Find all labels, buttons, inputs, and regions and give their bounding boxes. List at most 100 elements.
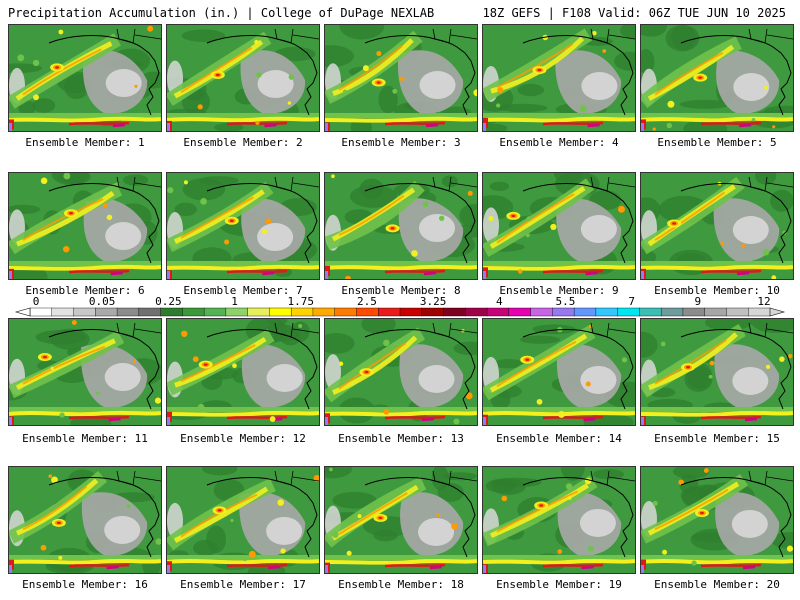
colorbar-swatch xyxy=(73,307,96,317)
map-panel-member-17 xyxy=(166,466,320,574)
panel-label: Ensemble Member: 20 xyxy=(654,578,780,591)
map-panel-member-8 xyxy=(324,172,478,280)
panel-label: Ensemble Member: 10 xyxy=(654,284,780,297)
panel-label: Ensemble Member: 5 xyxy=(657,136,777,149)
colorbar-tick-label: 0 xyxy=(33,296,40,308)
colorbar: 0 0.05 0.25 1 1.75 2.5 3.25 4 5.5 7 9 12 xyxy=(14,296,786,317)
precip-map xyxy=(483,25,635,131)
precip-map xyxy=(167,173,319,279)
colorbar-left-arrow xyxy=(14,307,31,317)
colorbar-tick-label: 3.25 xyxy=(420,296,447,308)
colorbar-swatch xyxy=(225,307,249,317)
precip-map xyxy=(167,25,319,131)
map-panel-member-12 xyxy=(166,318,320,426)
colorbar-swatch xyxy=(748,307,771,317)
map-panel-member-15 xyxy=(640,318,794,426)
panel-label: Ensemble Member: 6 xyxy=(25,284,145,297)
precip-map xyxy=(483,173,635,279)
colorbar-tick-label: 0.05 xyxy=(89,296,116,308)
colorbar-swatch xyxy=(138,307,162,317)
precip-map xyxy=(9,319,161,425)
colorbar-swatch xyxy=(334,307,357,317)
map-panel-member-16 xyxy=(8,466,162,574)
panel-label: Ensemble Member: 9 xyxy=(499,284,619,297)
map-panel-member-6 xyxy=(8,172,162,280)
precip-map xyxy=(167,319,319,425)
colorbar-swatch xyxy=(95,307,118,317)
panel-label: Ensemble Member: 8 xyxy=(341,284,461,297)
precip-map xyxy=(641,173,793,279)
colorbar-tick-label: 5.5 xyxy=(556,296,576,308)
panel-label: Ensemble Member: 18 xyxy=(338,578,464,591)
precip-map xyxy=(9,173,161,279)
map-panel-member-7 xyxy=(166,172,320,280)
colorbar-swatch xyxy=(595,307,619,317)
colorbar-tick-label: 1 xyxy=(231,296,238,308)
precip-map xyxy=(9,467,161,573)
colorbar-swatch xyxy=(182,307,205,317)
header-right-title: 18Z GEFS | F108 Valid: 06Z TUE JUN 10 20… xyxy=(482,6,786,20)
colorbar-swatch xyxy=(726,307,749,317)
colorbar-swatch xyxy=(508,307,532,317)
colorbar-swatch xyxy=(51,307,75,317)
colorbar-tick-label: 4 xyxy=(496,296,503,308)
panel-label: Ensemble Member: 1 xyxy=(25,136,145,149)
map-panel-member-9 xyxy=(482,172,636,280)
colorbar-swatch xyxy=(312,307,336,317)
precip-map xyxy=(483,467,635,573)
colorbar-swatch xyxy=(682,307,706,317)
map-panel-member-1 xyxy=(8,24,162,132)
header-left-title: Precipitation Accumulation (in.) | Colle… xyxy=(8,6,435,20)
map-panel-member-19 xyxy=(482,466,636,574)
precip-map xyxy=(325,467,477,573)
panel-label: Ensemble Member: 2 xyxy=(183,136,303,149)
panel-label: Ensemble Member: 7 xyxy=(183,284,303,297)
map-panel-member-5 xyxy=(640,24,794,132)
colorbar-tick-label: 7 xyxy=(628,296,635,308)
map-panel-member-14 xyxy=(482,318,636,426)
map-panel-member-20 xyxy=(640,466,794,574)
precip-map xyxy=(641,25,793,131)
colorbar-tick-label: 2.5 xyxy=(357,296,377,308)
panel-label: Ensemble Member: 15 xyxy=(654,432,780,445)
colorbar-tick-label: 9 xyxy=(695,296,702,308)
map-panel-member-13 xyxy=(324,318,478,426)
precip-map xyxy=(483,319,635,425)
precip-map xyxy=(325,25,477,131)
colorbar-swatch xyxy=(639,307,662,317)
colorbar-tick-label: 1.75 xyxy=(287,296,314,308)
panel-label: Ensemble Member: 17 xyxy=(180,578,306,591)
colorbar-tick-label: 0.25 xyxy=(155,296,182,308)
colorbar-swatch xyxy=(486,307,510,317)
precip-map xyxy=(641,319,793,425)
colorbar-swatch xyxy=(552,307,575,317)
colorbar-swatch xyxy=(465,307,488,317)
map-panel-member-3 xyxy=(324,24,478,132)
panel-label: Ensemble Member: 11 xyxy=(22,432,148,445)
panel-label: Ensemble Member: 14 xyxy=(496,432,622,445)
panel-label: Ensemble Member: 19 xyxy=(496,578,622,591)
map-panel-member-10 xyxy=(640,172,794,280)
colorbar-swatch xyxy=(290,307,314,317)
panel-label: Ensemble Member: 13 xyxy=(338,432,464,445)
colorbar-tick-label: 12 xyxy=(757,296,770,308)
colorbar-swatch xyxy=(203,307,227,317)
map-panel-member-18 xyxy=(324,466,478,574)
colorbar-swatch xyxy=(269,307,292,317)
precip-map xyxy=(641,467,793,573)
colorbar-swatch xyxy=(443,307,466,317)
colorbar-swatch xyxy=(29,307,53,317)
colorbar-swatch xyxy=(116,307,140,317)
colorbar-swatch xyxy=(530,307,553,317)
colorbar-swatch xyxy=(421,307,445,317)
precip-map xyxy=(9,25,161,131)
map-panel-member-4 xyxy=(482,24,636,132)
colorbar-swatch xyxy=(617,307,640,317)
panel-label: Ensemble Member: 3 xyxy=(341,136,461,149)
colorbar-swatch xyxy=(247,307,270,317)
precip-map xyxy=(325,319,477,425)
colorbar-swatch xyxy=(660,307,684,317)
map-panel-member-2 xyxy=(166,24,320,132)
colorbar-swatch xyxy=(704,307,727,317)
panel-label: Ensemble Member: 16 xyxy=(22,578,148,591)
